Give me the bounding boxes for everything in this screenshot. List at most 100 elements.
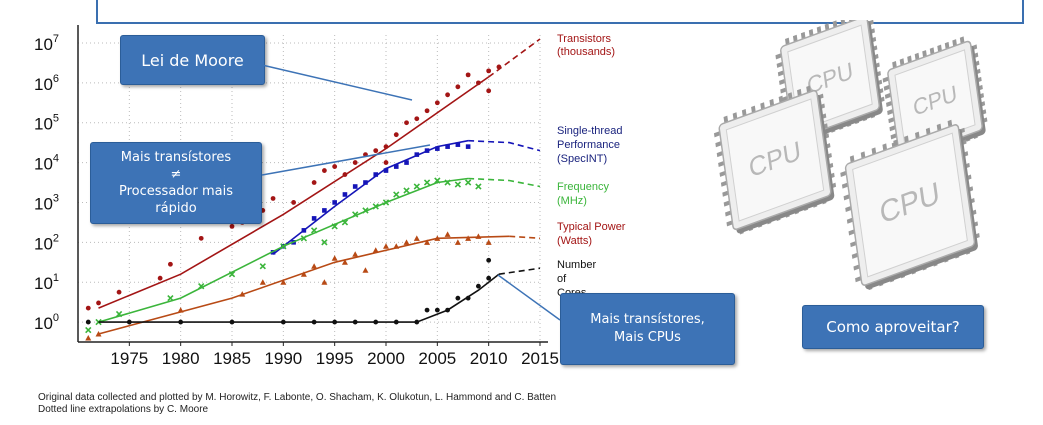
series-1-point-18 [455, 142, 461, 147]
y-tick-exponent-6: 6 [53, 73, 59, 85]
callout-line-4: rápido [155, 201, 197, 216]
series-1-point-14 [414, 152, 420, 157]
series-0-point-17 [373, 148, 379, 154]
series-2-point-6 [259, 263, 266, 270]
series-3-point-7 [311, 263, 318, 269]
series-3-point-13 [372, 247, 379, 253]
series-2-point-16 [382, 199, 390, 206]
series-1-point-3 [301, 228, 307, 233]
x-tick-label-2005: 2005 [418, 349, 456, 368]
series-3-point-20 [444, 231, 451, 237]
y-tick-label-5: 105 [34, 113, 59, 134]
callout-moore-law: Lei de Moore [120, 35, 265, 85]
series-0-point-30 [486, 88, 492, 94]
series-0-point-16 [363, 152, 368, 158]
series-0-point-24 [434, 100, 440, 106]
series-3-point-10 [341, 259, 348, 265]
series-0-point-31 [496, 64, 502, 70]
series-1-point-19 [465, 144, 471, 149]
series-2-point-7 [280, 243, 287, 250]
series-2-point-20 [423, 179, 431, 186]
trend-line-4 [98, 273, 500, 323]
series-1-point-16 [435, 146, 440, 151]
series-3-point-11 [352, 251, 359, 257]
callout-how-to-use-text: Como aproveitar? [826, 318, 960, 336]
series-0-point-12 [322, 168, 327, 173]
series-2-point-2 [115, 310, 123, 318]
series-0-point-5 [198, 235, 204, 241]
cpu-chip-die [852, 132, 968, 278]
series-2-point-3 [167, 294, 174, 302]
cpu-chip-die [725, 98, 825, 222]
series-1-point-8 [352, 184, 358, 189]
series-4-point-13 [445, 307, 450, 313]
x-tick-label-2015: 2015 [521, 349, 559, 368]
series-0-point-28 [476, 80, 481, 86]
extrapolation-line-0 [488, 38, 541, 78]
trend-line-0 [98, 76, 490, 309]
series-1-point-11 [383, 168, 389, 173]
y-tick-exponent-7: 7 [53, 33, 59, 45]
series-3-point-24 [485, 239, 492, 245]
series-1-point-4 [311, 216, 317, 221]
series-0-point-1 [96, 300, 101, 306]
callout-cpus-line-1: Mais transístores, [590, 312, 705, 327]
y-tick-exponent-5: 5 [53, 113, 59, 125]
x-tick-label-1985: 1985 [213, 349, 251, 368]
cpu-chip-2: CPU [713, 85, 837, 235]
series-0-point-10 [291, 200, 296, 205]
y-tick-label-4: 104 [34, 153, 59, 174]
series-3-point-8 [321, 279, 328, 285]
series-0-point-20 [393, 132, 399, 138]
series-4-point-6 [332, 319, 338, 325]
series-4-point-2 [178, 319, 184, 325]
series-0-point-29 [486, 68, 492, 74]
series-2-point-11 [331, 223, 338, 230]
series-2-point-22 [444, 179, 451, 186]
series-0-point-22 [414, 116, 420, 122]
x-tick-label-2000: 2000 [367, 349, 405, 368]
series-3-point-23 [475, 233, 482, 239]
x-tick-label-1975: 1975 [110, 349, 148, 368]
series-3-point-2 [177, 307, 184, 313]
series-1-point-7 [342, 192, 348, 197]
extrapolation-line-4 [498, 267, 541, 275]
series-3-point-5 [280, 279, 287, 285]
extrapolation-line-3 [509, 235, 541, 240]
series-3-point-1 [95, 331, 102, 337]
y-tick-label-2: 102 [34, 232, 59, 253]
cpu-chips-image: CPU CPU CPU CPU [700, 11, 1000, 295]
series-0-point-15 [352, 160, 358, 165]
series-2-point-25 [475, 183, 482, 190]
credit-line-2: Dotted line extrapolations by C. Moore [38, 404, 209, 415]
series-2-point-14 [362, 207, 369, 214]
callout-how-to-use: Como aproveitar? [802, 305, 984, 349]
legend-3-line-0: Typical Power [557, 221, 626, 233]
series-1-point-6 [332, 200, 337, 205]
series-2-point-0 [85, 326, 92, 334]
y-tick-exponent-0: 0 [53, 312, 59, 324]
series-0-point-18 [383, 144, 389, 150]
series-0-point-14 [342, 172, 348, 177]
series-2-point-17 [393, 191, 400, 198]
legend-1-line-2: (SpecINT) [557, 153, 607, 165]
y-tick-exponent-1: 1 [53, 272, 59, 284]
legend-3-line-1: (Watts) [557, 235, 592, 247]
series-1-point-9 [363, 180, 368, 185]
series-1-point-15 [424, 148, 430, 153]
series-0-point-0 [85, 305, 91, 311]
series-2-point-15 [372, 203, 379, 210]
y-tick-exponent-3: 3 [53, 192, 59, 204]
series-0-point-21 [404, 120, 409, 126]
series-1-point-10 [373, 172, 379, 177]
series-2-point-9 [310, 227, 318, 234]
series-2-point-12 [341, 219, 349, 226]
x-tick-label-1995: 1995 [316, 349, 354, 368]
series-4-point-14 [455, 295, 461, 301]
trend-line-3 [98, 235, 510, 335]
series-0-point-19 [383, 160, 389, 165]
series-1-point-13 [404, 160, 409, 165]
series-3-point-17 [413, 235, 420, 241]
series-2-point-13 [352, 211, 359, 218]
y-tick-exponent-4: 4 [53, 153, 59, 165]
